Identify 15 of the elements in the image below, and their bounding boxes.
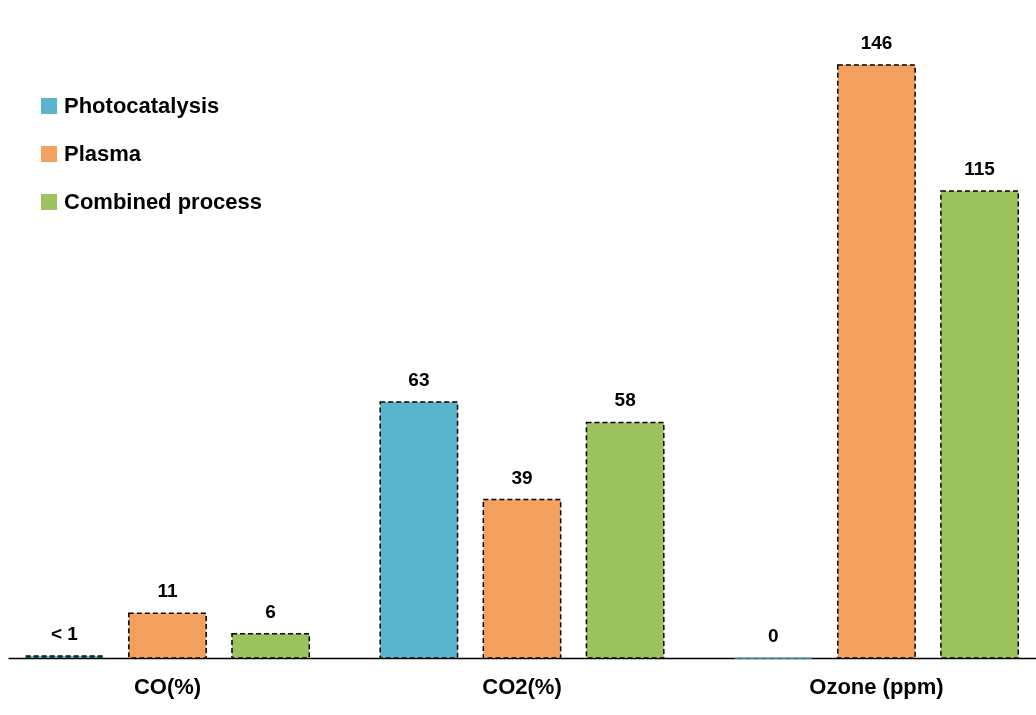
legend-label: Plasma	[64, 141, 142, 166]
data-label: 58	[614, 389, 636, 411]
data-label: 115	[964, 157, 996, 179]
data-label: 39	[511, 466, 533, 488]
data-label: 63	[408, 369, 430, 391]
x-tick-label: CO2(%)	[482, 673, 562, 699]
data-label: < 1	[50, 622, 79, 644]
x-tick-label: CO(%)	[133, 673, 202, 699]
legend-label: Combined process	[64, 189, 263, 214]
data-label: 0	[768, 625, 779, 646]
data-label: 146	[860, 32, 893, 53]
data-label: 6	[265, 600, 276, 622]
x-tick-label: Ozone (ppm)	[809, 673, 944, 699]
data-label: 11	[157, 580, 178, 602]
legend-label: Photocatalysis	[64, 93, 220, 118]
